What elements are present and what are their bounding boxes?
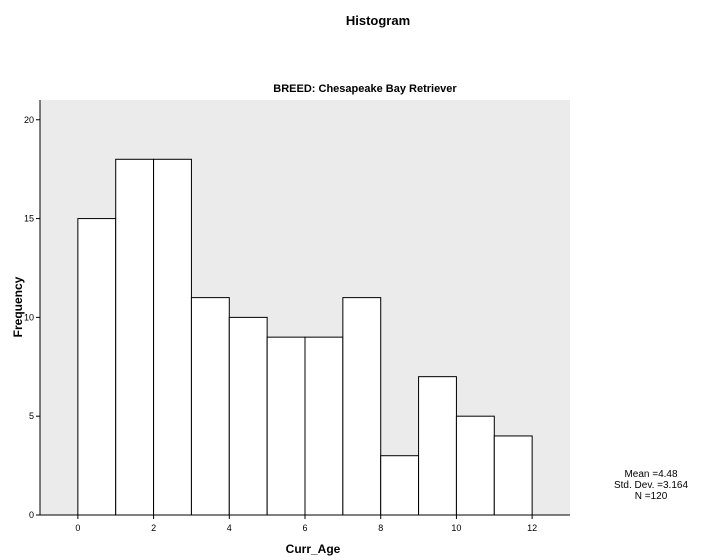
histogram-bar-1 <box>115 158 155 516</box>
histogram-bar-3 <box>190 297 230 516</box>
histogram-bar-8 <box>380 455 420 516</box>
x-tick-label: 2 <box>151 523 156 533</box>
histogram-bar-7 <box>342 297 382 516</box>
x-tick-label: 8 <box>378 523 383 533</box>
chart-title: Histogram <box>346 13 410 28</box>
x-tick-label: 4 <box>227 523 232 533</box>
x-tick-label: 6 <box>302 523 307 533</box>
histogram-bar-10 <box>455 415 495 516</box>
y-tick-label: 0 <box>29 510 34 520</box>
stats-std-dev: Std. Dev. =3.164 <box>614 480 688 491</box>
y-tick-label: 10 <box>24 312 34 322</box>
stats-mean: Mean =4.48 <box>624 469 678 480</box>
y-axis-title: Frequency <box>11 276 25 337</box>
x-tick-label: 10 <box>451 523 461 533</box>
bars-group <box>77 158 533 516</box>
histogram-bar-6 <box>304 336 344 516</box>
histogram-bar-5 <box>266 336 306 516</box>
histogram-bar-11 <box>493 435 533 516</box>
y-tick-label: 5 <box>29 411 34 421</box>
histogram-bar-2 <box>153 158 192 516</box>
x-tick-label: 12 <box>527 523 537 533</box>
y-axis: 0 5 10 15 20 <box>24 100 41 520</box>
y-tick-label: 20 <box>24 115 34 125</box>
histogram-bar-4 <box>228 316 268 516</box>
stats-n: N =120 <box>635 491 668 502</box>
x-axis-title: Curr_Age <box>286 542 341 556</box>
x-tick-label: 0 <box>75 523 80 533</box>
chart-subtitle: BREED: Chesapeake Bay Retriever <box>273 83 457 95</box>
histogram-bar-0 <box>77 218 117 516</box>
y-tick-label: 15 <box>24 214 34 224</box>
x-axis: 0 2 4 6 8 10 12 <box>40 514 570 533</box>
histogram-bar-9 <box>418 376 457 516</box>
